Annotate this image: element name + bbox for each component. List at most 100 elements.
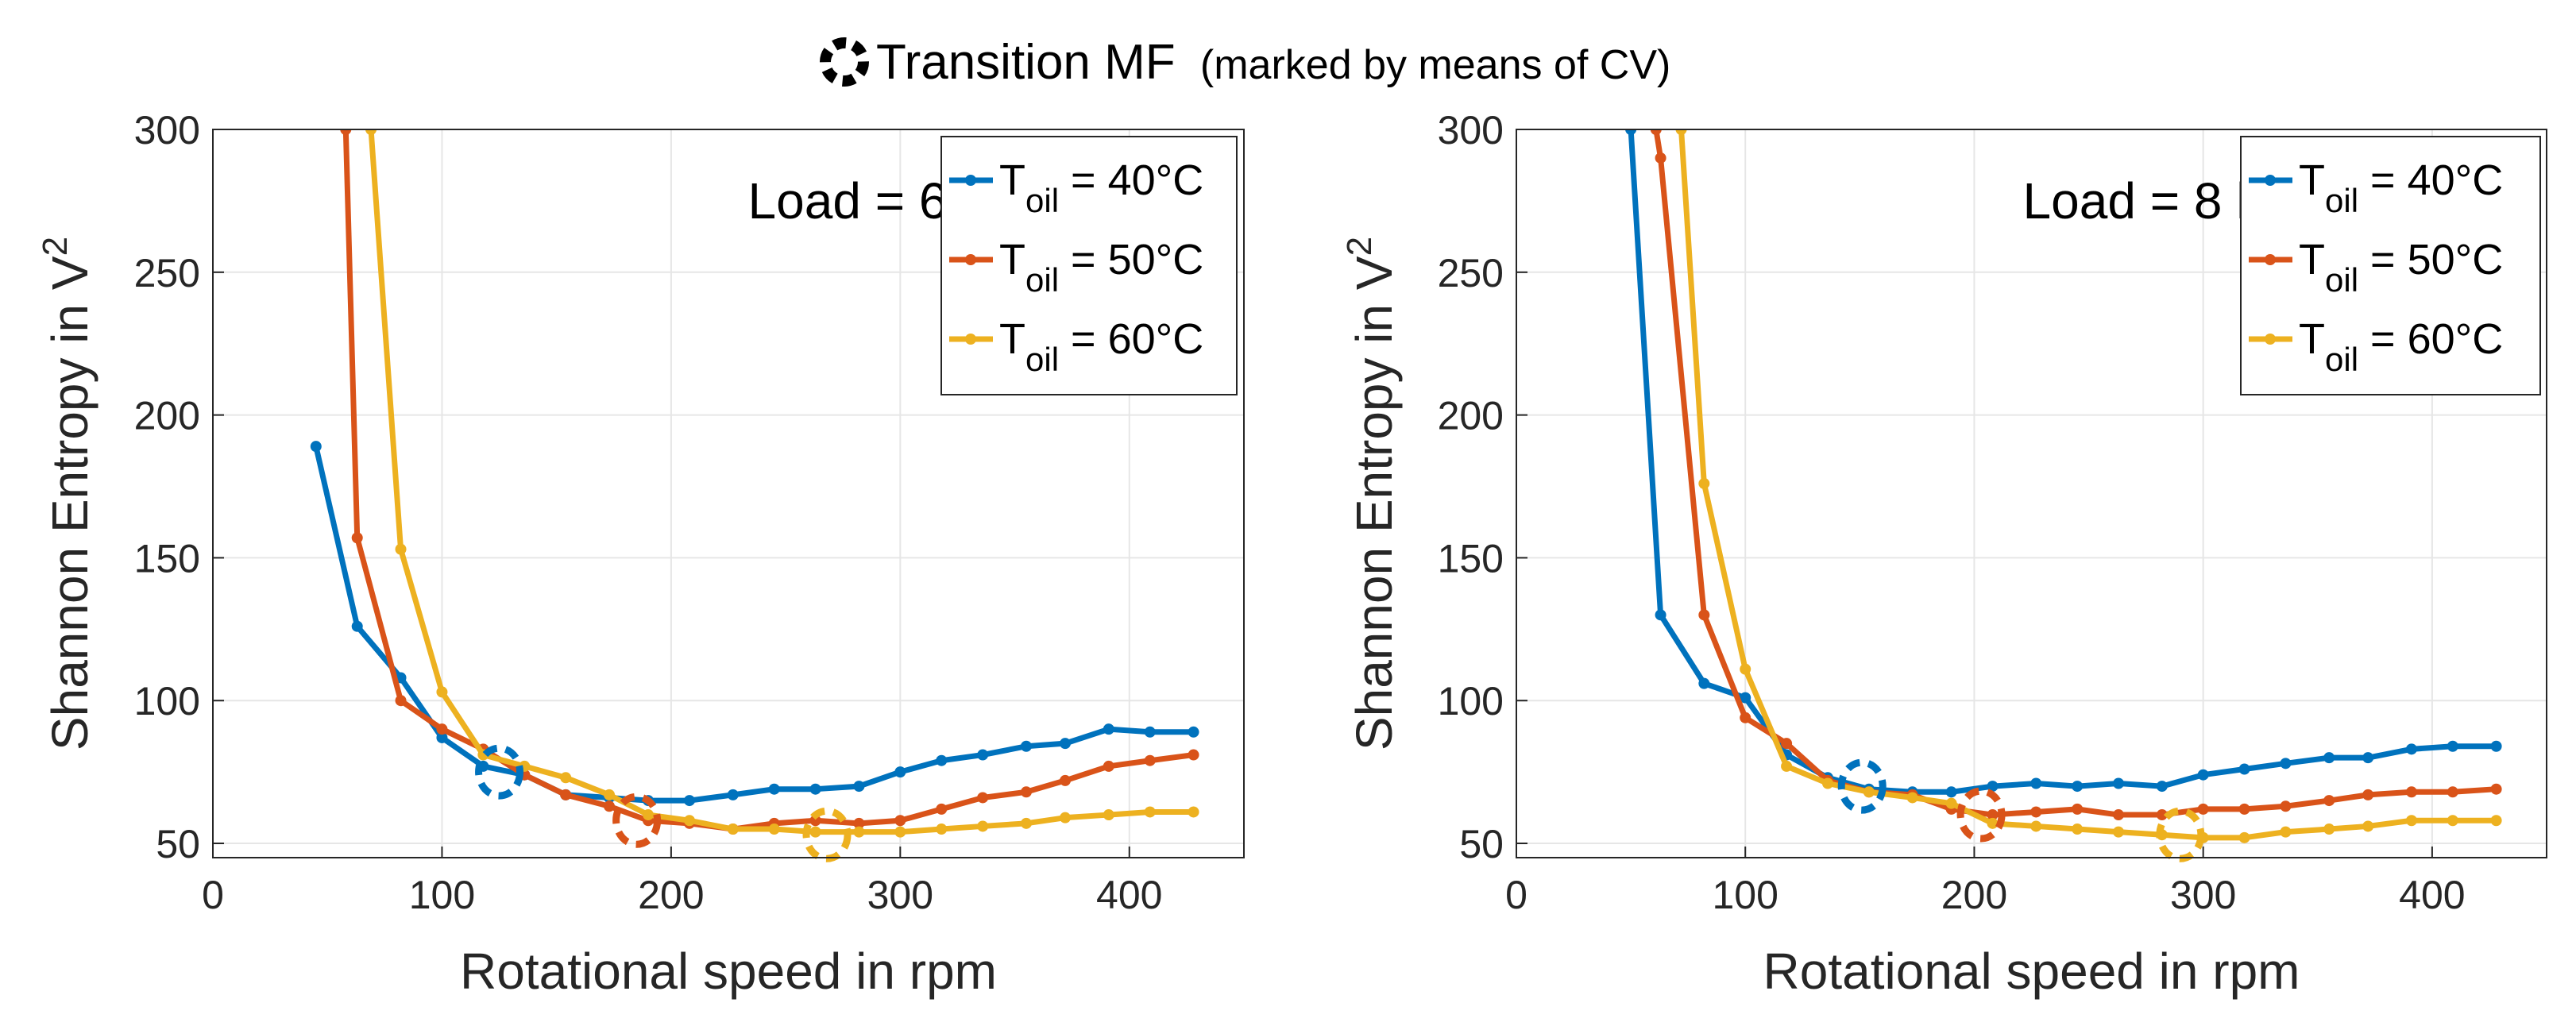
data-point-T50 (853, 817, 865, 829)
data-point-T40 (1987, 781, 1999, 793)
data-point-T40 (727, 789, 739, 800)
data-point-T60 (2323, 824, 2335, 835)
y-tick-label: 50 (156, 822, 200, 866)
data-point-T40 (2113, 777, 2125, 789)
legend-entry-sub: oil (1025, 341, 1059, 378)
data-point-T50 (436, 723, 448, 735)
data-point-T40 (2280, 758, 2292, 770)
data-point-T60 (2280, 826, 2292, 838)
axes-box (1516, 129, 2547, 858)
legend-entry-base: T (2299, 236, 2325, 284)
legend-entry-rest: = 50°C (1059, 236, 1203, 284)
data-point-T50 (2113, 809, 2125, 821)
dashed-circle-icon (820, 37, 869, 87)
x-axis-label: Rotational speed in rpm (460, 943, 997, 1000)
plot-series (1625, 129, 2502, 843)
x-tick-label: 100 (1713, 873, 1778, 917)
data-point-T40 (853, 781, 865, 793)
legend-entry-sub: oil (2325, 341, 2358, 378)
transition-marker-T40 (1837, 758, 1887, 814)
data-point-T40 (1655, 609, 1666, 621)
data-point-T40 (1188, 726, 1199, 738)
series-line-T50 (1653, 129, 2497, 818)
figure-title-main: Transition MF (marked by means of CV) (876, 35, 1670, 90)
data-point-T60 (1698, 477, 1710, 489)
legend-entry-base: T (999, 156, 1025, 204)
transition-marker-T60 (802, 807, 852, 862)
data-point-T50 (2197, 803, 2209, 815)
data-point-T40 (894, 766, 906, 778)
transition-marker-T60 (2156, 807, 2205, 862)
data-point-T50 (2280, 800, 2292, 812)
data-point-T50 (1781, 738, 1793, 750)
legend-entry-sub: oil (1025, 182, 1059, 219)
data-point-T50 (340, 129, 352, 135)
data-point-T40 (1144, 726, 1156, 738)
x-tick-label: 0 (202, 873, 224, 917)
data-point-T40 (436, 731, 448, 743)
axes-box (212, 129, 1245, 858)
data-point-T50 (2323, 795, 2335, 807)
data-point-T50 (809, 815, 821, 827)
data-point-T50 (977, 792, 989, 804)
legend-entry-sub: oil (1025, 261, 1059, 299)
legend-entry-rest: = 50°C (2358, 236, 2503, 284)
data-point-T60 (1821, 777, 1833, 789)
y-tick-label: 300 (134, 108, 200, 152)
legend-entry-base: T (999, 236, 1025, 284)
y-tick-label: 150 (134, 536, 200, 580)
data-point-T50 (1698, 609, 1710, 621)
legend-entry-base: T (2299, 156, 2325, 204)
y-axis-label-text: Shannon Entropy in V (41, 256, 98, 750)
legend-entry-rest: = 40°C (1059, 156, 1203, 204)
legend-swatch-marker (2265, 254, 2276, 265)
legend-entry-rest: = 60°C (2358, 315, 2503, 363)
series-line-T50 (342, 129, 1194, 832)
data-point-T50 (1740, 712, 1751, 723)
data-point-T40 (1625, 129, 1637, 135)
data-point-T50 (894, 815, 906, 827)
transition-marker-T50 (612, 793, 662, 848)
data-point-T40 (2072, 781, 2084, 793)
y-axis-label-sup: 2 (36, 237, 75, 256)
series-line-T40 (1628, 129, 2497, 795)
legend-entry-rest: = 40°C (2358, 156, 2503, 204)
data-point-T60 (2362, 820, 2374, 832)
legend-swatch-marker (965, 254, 976, 265)
data-point-T40 (2447, 740, 2458, 752)
data-point-T60 (1675, 129, 1687, 135)
x-tick-label: 300 (2170, 873, 2236, 917)
x-axis-label: Rotational speed in rpm (1763, 943, 2300, 1000)
legend-entry-base: T (999, 315, 1025, 363)
legend-entry-T50: Toil = 50°C (2299, 236, 2503, 299)
legend-entry-sub: oil (2325, 182, 2358, 219)
data-point-T40 (2362, 752, 2374, 764)
data-point-T50 (604, 800, 616, 812)
data-point-T60 (2113, 826, 2125, 838)
x-tick-label: 400 (1096, 873, 1162, 917)
data-point-T40 (809, 783, 821, 795)
data-point-T50 (1060, 774, 1072, 786)
data-point-T40 (1060, 738, 1072, 750)
data-point-T60 (1863, 786, 1875, 798)
data-point-T40 (2030, 777, 2042, 789)
legend-swatch-marker (2265, 334, 2276, 345)
y-tick-label: 50 (1459, 822, 1504, 866)
chart-load-8kn: 0 100 200 300 400 50 100 150 200 250 300 Rotational… (1340, 108, 2547, 1000)
data-point-T60 (2072, 824, 2084, 835)
data-point-T40 (1020, 740, 1032, 752)
data-point-T40 (2238, 763, 2250, 775)
data-point-T50 (395, 695, 407, 707)
data-point-T60 (1020, 817, 1032, 829)
x-tick-label: 0 (1505, 873, 1527, 917)
data-point-T40 (936, 754, 948, 766)
legend-swatch-marker (2265, 175, 2276, 186)
y-tick-label: 200 (134, 394, 200, 438)
figure-title-sub: (marked by means of CV) (1200, 42, 1670, 88)
data-point-T60 (365, 129, 377, 135)
data-point-T50 (2405, 786, 2417, 798)
y-tick-label: 250 (134, 251, 200, 295)
data-point-T60 (2405, 815, 2417, 827)
